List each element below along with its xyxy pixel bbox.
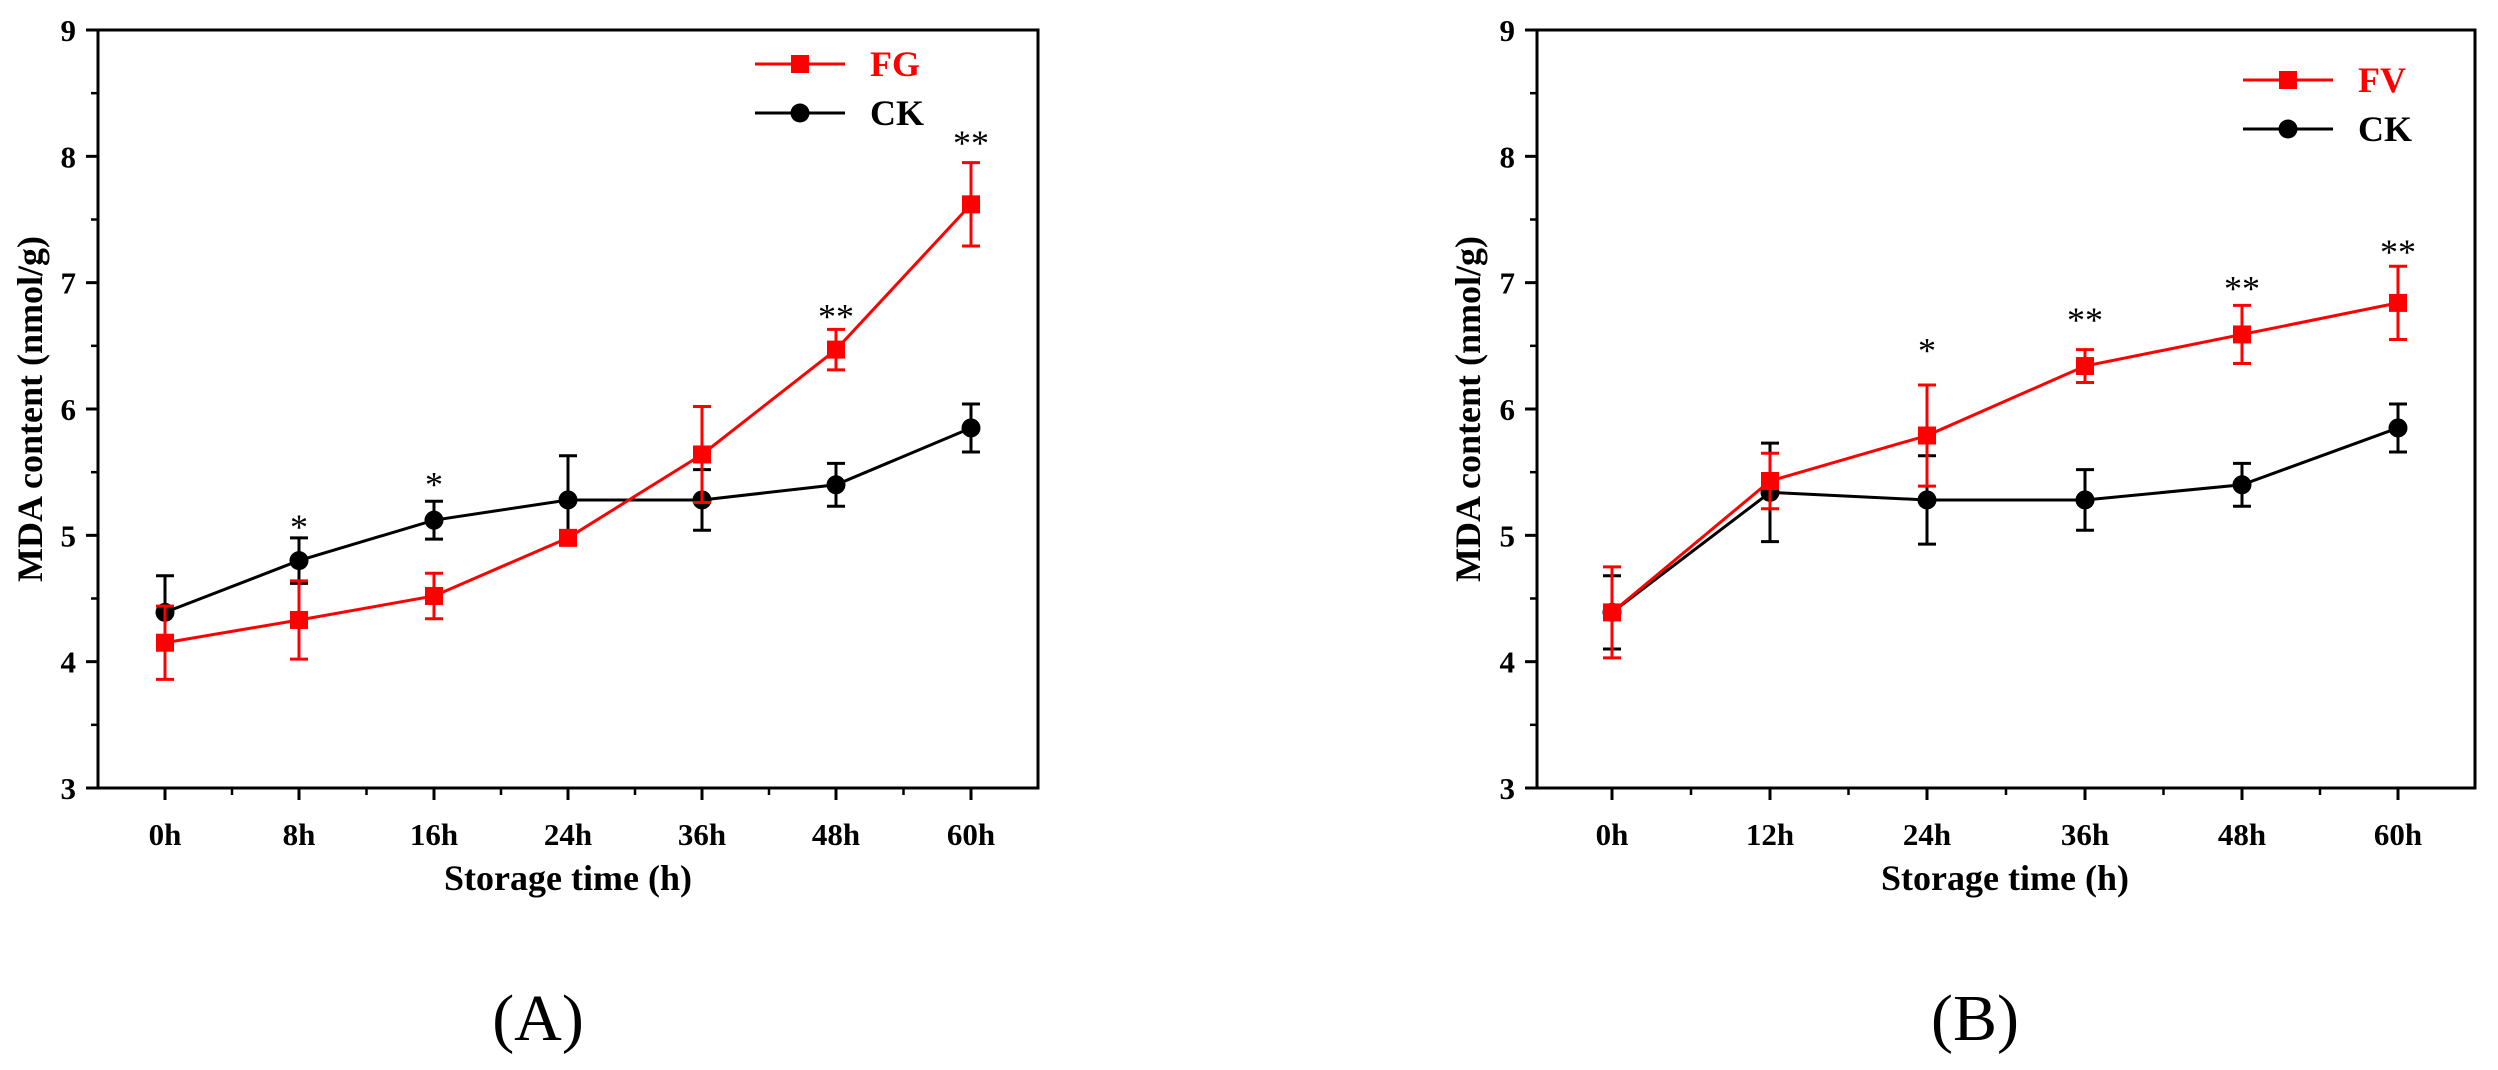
legend-marker: [790, 103, 810, 123]
legend-marker: [2278, 119, 2298, 139]
data-point: [156, 633, 174, 652]
data-point: [290, 610, 308, 629]
y-axis-title: MDA content (nmol/g): [1448, 236, 1488, 582]
data-point: [2388, 418, 2408, 438]
x-tick-label: 24h: [544, 817, 592, 852]
x-tick-label: 60h: [2374, 817, 2422, 852]
x-tick-label: 8h: [283, 817, 316, 852]
y-tick-label: 5: [1500, 518, 1516, 553]
y-tick-label: 3: [61, 771, 77, 806]
panel-label: (A): [492, 982, 584, 1055]
chart-panel-0: 3 4 5 6 7 8 9 0h 8h 16h 24h 36h 48h 60h Storage time (…: [10, 13, 1040, 1055]
series-line: [1611, 426, 2399, 614]
x-axis-title: Storage time (h): [1881, 858, 2129, 898]
y-tick-label: 4: [1500, 645, 1516, 680]
y-tick-label: 3: [1500, 771, 1516, 806]
data-point: [2233, 325, 2251, 344]
data-point: [2076, 357, 2094, 376]
significance-marker: **: [2067, 300, 2103, 340]
significance-marker: *: [290, 507, 308, 547]
data-point: [827, 340, 845, 359]
x-tick-label: 60h: [947, 817, 995, 852]
series-line: [1611, 301, 2399, 614]
x-axis-title: Storage time (h): [444, 858, 692, 898]
x-tick-label: 0h: [1596, 817, 1629, 852]
significance-marker: **: [2380, 232, 2416, 272]
x-tick-label: 0h: [149, 817, 182, 852]
data-point: [558, 490, 578, 510]
legend-label: FG: [870, 44, 920, 84]
y-axis-title: MDA content (nmol/g): [10, 236, 50, 582]
data-point: [961, 418, 981, 438]
y-tick-label: 7: [1500, 266, 1516, 301]
legend: FV CK: [2243, 60, 2412, 149]
y-tick-label: 6: [61, 392, 77, 427]
significance-marker: **: [2224, 268, 2260, 308]
y-tick-label: 9: [1500, 13, 1516, 48]
data-point: [826, 475, 846, 495]
y-tick-label: 9: [61, 13, 77, 48]
series-fv: [1603, 264, 2407, 660]
data-point: [1603, 603, 1621, 622]
x-tick-label: 36h: [678, 817, 726, 852]
series-line: [164, 203, 973, 645]
significance-marker: *: [425, 464, 443, 504]
y-tick-label: 8: [1500, 139, 1516, 174]
data-point: [962, 195, 980, 214]
data-point: [2389, 293, 2407, 312]
chart-panel-1: 3 4 5 6 7 8 9 0h 12h 24h 36h 48h 60h Storage time (h)…: [1448, 13, 2477, 1055]
data-point: [693, 445, 711, 464]
legend-label: CK: [870, 93, 924, 133]
significance-marker: **: [953, 123, 989, 163]
legend-label: CK: [2358, 109, 2412, 149]
y-tick-label: 4: [61, 645, 77, 680]
x-tick-label: 12h: [1746, 817, 1794, 852]
significance-marker: *: [1918, 330, 1936, 370]
plot-frame: [96, 28, 1040, 790]
series-ck: [155, 402, 981, 651]
data-point: [1761, 472, 1779, 491]
data-point: [424, 510, 444, 530]
x-tick-label: 36h: [2061, 817, 2109, 852]
plot-frame: [1535, 28, 2477, 790]
data-point: [559, 528, 577, 547]
significance-marker: **: [818, 296, 854, 336]
data-point: [289, 551, 309, 571]
data-point: [2075, 490, 2095, 510]
series-ck: [1602, 402, 2408, 651]
x-tick-label: 48h: [812, 817, 860, 852]
data-point: [425, 586, 443, 605]
panel-label: (B): [1931, 982, 2019, 1055]
data-point: [2232, 475, 2252, 495]
y-tick-label: 5: [61, 518, 77, 553]
y-tick-label: 7: [61, 266, 77, 301]
x-tick-label: 48h: [2218, 817, 2266, 852]
y-tick-label: 6: [1500, 392, 1516, 427]
legend: FG CK: [755, 44, 924, 133]
legend-marker: [791, 55, 809, 73]
legend-marker: [2279, 71, 2297, 89]
legend-label: FV: [2358, 60, 2406, 100]
data-point: [1918, 426, 1936, 445]
y-tick-label: 8: [61, 139, 77, 174]
series-fg: [156, 161, 980, 681]
x-tick-label: 16h: [410, 817, 458, 852]
data-point: [1917, 490, 1937, 510]
x-tick-label: 24h: [1903, 817, 1951, 852]
